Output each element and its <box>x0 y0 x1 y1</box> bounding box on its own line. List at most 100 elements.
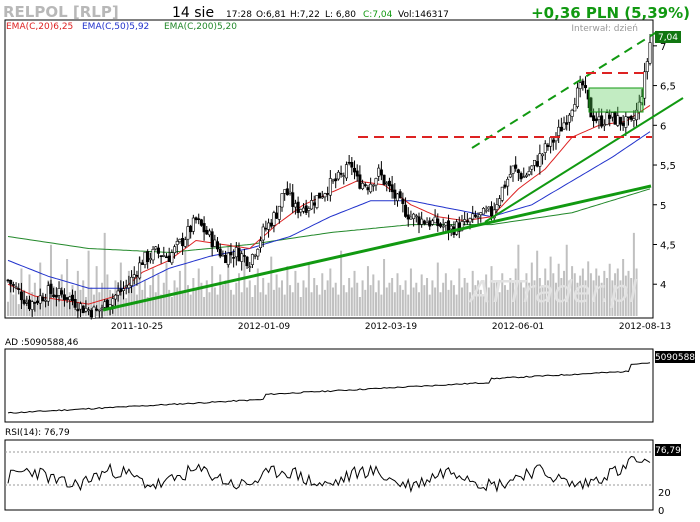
candle-body <box>22 299 26 304</box>
candle-body <box>530 165 534 170</box>
candle-body <box>438 223 442 227</box>
candle-body <box>283 189 287 194</box>
volume-bar <box>455 294 458 316</box>
volume-bar <box>278 287 281 316</box>
volume-bar <box>541 285 544 316</box>
volume-bar <box>125 298 128 316</box>
candle-body <box>500 186 504 201</box>
volume-bar <box>186 285 189 316</box>
volume-bar <box>63 298 66 316</box>
volume-bar <box>205 280 208 316</box>
volume-bar <box>307 262 310 316</box>
volume-bar <box>409 268 412 316</box>
volume-bar <box>130 287 133 316</box>
candle-body <box>87 309 91 312</box>
legend-ema200: EMA(C,200)5,20 <box>164 22 237 32</box>
volume-bar <box>420 274 423 316</box>
volume-bar <box>160 294 163 316</box>
low-label: L: 6,80 <box>325 10 356 20</box>
date-tick-label: 2011-10-25 <box>111 322 163 332</box>
candle-body <box>191 217 195 232</box>
candle-body <box>428 220 432 227</box>
candle-body <box>84 308 88 312</box>
volume-bar <box>469 292 472 316</box>
volume-bar <box>109 289 112 316</box>
volume-bar <box>450 280 453 316</box>
channel-upper-line <box>471 29 661 149</box>
price-tick-label: 7 <box>660 42 666 53</box>
volume-bar <box>52 286 55 316</box>
volume-bar <box>90 287 93 316</box>
candle-body <box>14 286 18 289</box>
volume-bar <box>452 285 455 316</box>
candle-body <box>183 239 187 247</box>
volume-bar <box>544 268 547 316</box>
candle-body <box>175 241 179 245</box>
volume-bar <box>289 285 292 316</box>
volume-bar <box>87 250 90 316</box>
volume-bar <box>299 297 302 316</box>
candle-body <box>229 251 233 256</box>
price-tick-label: 5,5 <box>660 161 676 172</box>
high-label: H:7,22 <box>290 10 320 20</box>
candle-body <box>449 225 453 230</box>
volume-bar <box>238 273 241 316</box>
candle-body <box>304 205 308 213</box>
candle-body <box>371 184 375 187</box>
volume-bar <box>616 268 619 316</box>
candle-body <box>234 247 238 258</box>
volume-bar <box>229 289 232 316</box>
candle-body <box>70 294 74 302</box>
candle-body <box>328 178 332 196</box>
volume-bar <box>235 282 238 316</box>
volume-bar <box>141 289 144 316</box>
candle-body <box>159 255 163 257</box>
candle-body <box>318 192 322 199</box>
volume-bar <box>264 294 267 316</box>
volume-bar <box>106 274 109 316</box>
volume-bar <box>460 287 463 316</box>
volume-bar <box>498 292 501 316</box>
candle-body <box>379 169 383 176</box>
volume-bar <box>66 259 69 316</box>
candle-body <box>608 114 612 119</box>
volume-bar <box>412 287 415 316</box>
candle-body <box>433 216 437 224</box>
volume-bar <box>348 278 351 316</box>
volume-bar <box>17 304 20 316</box>
candle-body <box>73 299 77 308</box>
candle-body <box>395 193 399 201</box>
volume-bar <box>95 266 98 316</box>
volume-bar <box>632 232 635 316</box>
volume-bar <box>600 282 603 316</box>
candle-body <box>629 115 633 120</box>
candle-body <box>320 196 324 199</box>
volume-bar <box>25 298 28 316</box>
candle-body <box>65 297 69 300</box>
volume-bar <box>442 282 445 316</box>
volume-bar <box>133 278 136 316</box>
candle-body <box>170 252 174 264</box>
candle-body <box>218 248 222 257</box>
volume-bar <box>28 274 31 316</box>
candle-body <box>277 205 281 220</box>
volume-bar <box>495 280 498 316</box>
volume-bar <box>520 280 523 316</box>
volume-bar <box>251 297 254 316</box>
candle-body <box>210 231 214 248</box>
volume-bar <box>326 280 329 316</box>
rsi-line <box>7 455 651 493</box>
candle-body <box>122 288 126 291</box>
volume-bar <box>256 268 259 316</box>
volume-bar <box>216 294 219 316</box>
candle-body <box>575 87 579 107</box>
volume-bar <box>404 280 407 316</box>
candle-body <box>199 219 203 226</box>
candle-body <box>130 276 134 286</box>
volume-bar <box>557 263 560 316</box>
volume-bar <box>272 289 275 316</box>
date-axis-ticks: 2011-10-25 2012-01-09 2012-03-19 2012-06-01… <box>111 322 671 332</box>
volume-bar <box>436 262 439 316</box>
candle-body <box>524 174 528 177</box>
